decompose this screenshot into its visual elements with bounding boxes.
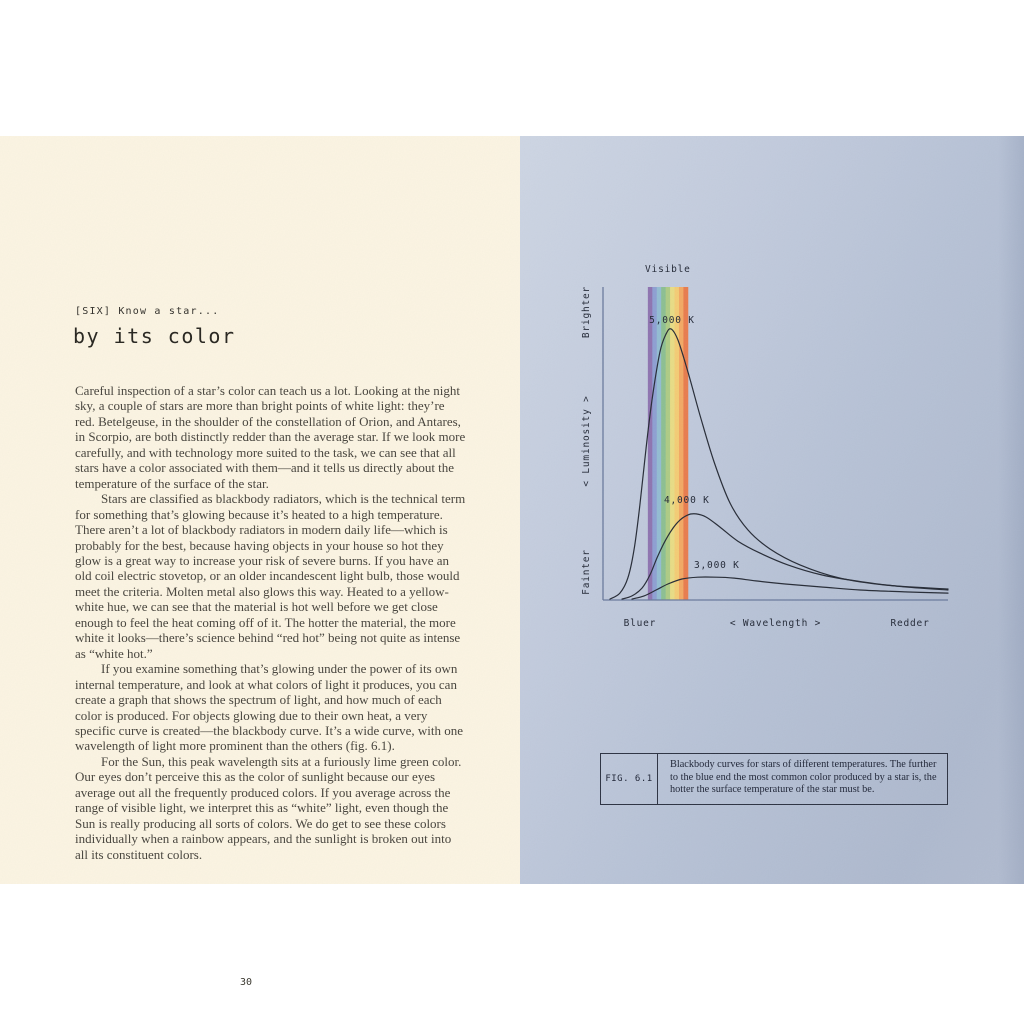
paragraph-4: For the Sun, this peak wavelength sits a…	[75, 753, 462, 862]
paragraph-1: Careful inspection of a star’s color can…	[75, 383, 466, 491]
curve-temperature-label: 5,000 K	[649, 315, 695, 326]
left-page: [SIX] Know a star... by its color Carefu…	[0, 136, 520, 988]
x-axis-wavelength-label: < Wavelength >	[730, 618, 821, 629]
y-axis-luminosity-label: < Luminosity >	[581, 395, 592, 486]
x-axis-redder-label: Redder	[890, 618, 929, 629]
spectrum-stripe	[683, 287, 689, 600]
spectrum-stripe	[678, 287, 684, 600]
spectrum-stripe	[647, 287, 653, 600]
curve-temperature-label: 4,000 K	[664, 495, 710, 506]
page-title: by its color	[73, 324, 236, 348]
figure-caption-box: FIG. 6.1 Blackbody curves for stars of d…	[600, 753, 948, 805]
figure-label: FIG. 6.1	[601, 754, 658, 804]
right-page: 5,000 K 4,000 K 3,000 K Visible Bluer < Wavel…	[520, 136, 1024, 884]
y-axis-fainter-label: Fainter	[581, 549, 592, 595]
spectrum-stripe	[652, 287, 658, 600]
visible-band-label: Visible	[645, 264, 691, 275]
curve-temperature-label: 3,000 K	[694, 560, 740, 571]
chapter-kicker: [SIX] Know a star...	[75, 306, 220, 317]
y-axis-brighter-label: Brighter	[581, 286, 592, 338]
book-spread: [SIX] Know a star... by its color Carefu…	[0, 136, 1024, 988]
body-text-column: Careful inspection of a star’s color can…	[75, 383, 467, 862]
blackbody-curves-chart: 5,000 K 4,000 K 3,000 K Visible Bluer < Wavel…	[581, 264, 949, 629]
spectrum-stripe	[670, 287, 675, 600]
page-number: 30	[240, 977, 253, 988]
figure-caption-text: Blackbody curves for stars of different …	[670, 759, 937, 796]
paragraph-2: Stars are classified as blackbody radiat…	[75, 491, 466, 661]
x-axis-bluer-label: Bluer	[624, 618, 657, 629]
paragraph-3: If you examine something that’s glowing …	[75, 661, 464, 754]
page-edge-shading	[998, 136, 1024, 884]
spectrum-stripe	[661, 287, 667, 600]
